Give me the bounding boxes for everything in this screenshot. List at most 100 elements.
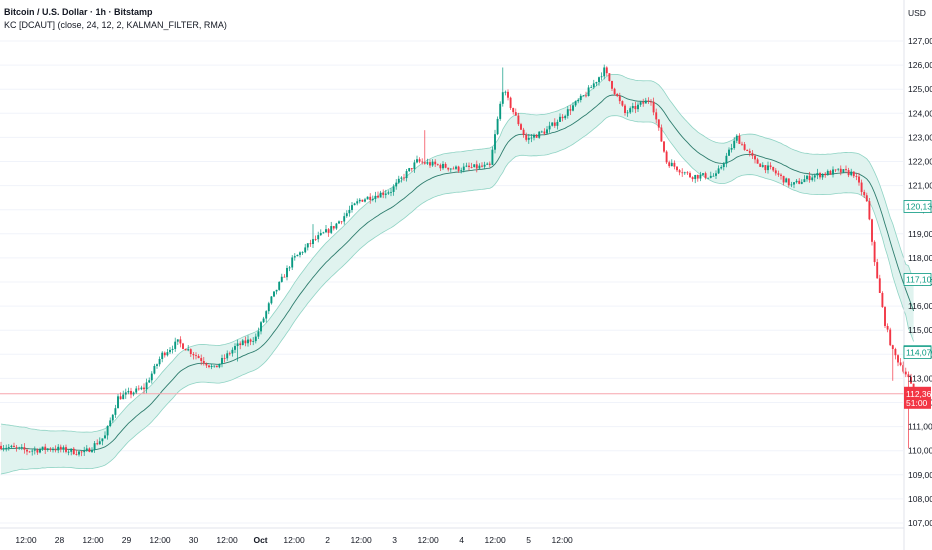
candle [431,159,434,167]
candle [509,96,512,110]
candle [33,446,36,455]
candle [234,343,236,353]
x-tick-label: 12:00 [149,535,171,545]
candle [634,101,637,114]
candle [569,105,572,115]
candle [293,253,296,261]
candle [403,173,405,181]
candle [200,354,203,366]
candle [665,150,668,165]
candle [340,220,343,225]
candle [566,106,569,119]
x-tick-label: 12:00 [350,535,372,545]
candle [538,131,541,139]
candle [327,228,330,237]
candle [590,85,593,89]
candle [507,89,509,101]
candle [59,444,62,453]
candle [226,350,229,361]
candle [106,425,109,440]
candle [449,168,452,173]
candle [608,73,611,82]
candle [621,100,624,107]
kc-value-tag: 114,070 [903,346,932,360]
candle [525,132,528,142]
candle [845,165,847,173]
candle [18,446,21,450]
candle [800,179,803,185]
candle [712,173,715,177]
candle [834,169,837,173]
candle [364,197,366,203]
candle [280,273,283,283]
candle [899,358,902,367]
x-tick-label: 30 [189,535,199,545]
candle [691,176,694,182]
indicator-title[interactable]: KC [DCAUT] (close, 24, 12, 2, KALMAN_FIL… [4,20,227,30]
candle [574,100,577,107]
candle [262,316,265,324]
candle [787,178,790,188]
candle [239,341,242,350]
candle [457,165,460,173]
candle [499,101,502,121]
candle [813,173,816,182]
candle [7,444,10,451]
candle [330,221,333,235]
candle [57,444,60,454]
candle [689,171,691,179]
candle [629,106,632,114]
x-tick-label: 5 [526,535,531,545]
candle [592,79,595,90]
candle [785,177,788,183]
y-tick-label: 109,000 [908,470,932,480]
candle [208,365,210,369]
candle [556,119,559,130]
candle [377,191,379,199]
candle [257,327,260,340]
candle [686,171,689,175]
candle [241,338,244,346]
candle [728,147,730,156]
candle [904,367,907,378]
channel-fill [1,74,914,474]
y-tick-label: 115,000 [908,325,932,335]
candle [520,122,522,131]
time-axis[interactable]: 12:00 28 12:00 29 12:00 30 12:00 Oct 12:00 2 12:00… [0,527,904,545]
candle [673,160,676,170]
price-axis[interactable]: USD 107,000 108,000 109,000 110,000 111,000 11… [903,0,932,550]
candle [595,81,598,87]
candle [345,210,348,218]
y-tick-label: 116,000 [908,301,932,311]
channel-basis-line [0,94,915,451]
candle [491,146,494,166]
candle [436,163,439,166]
y-tick-label: 124,000 [908,108,932,118]
candle [374,191,377,203]
y-tick-label: 108,000 [908,494,932,504]
candle [278,281,281,291]
candle [657,119,660,131]
candle [790,181,793,188]
candle [171,345,174,354]
candle [205,362,208,369]
candle [395,179,398,190]
candle [543,128,546,135]
y-tick-label: 119,000 [908,229,932,239]
candle [314,235,317,242]
candle [819,171,821,180]
candle [140,385,143,391]
candle [774,168,777,176]
candle [31,449,34,456]
y-tick-label: 121,000 [908,181,932,191]
candle [826,169,829,176]
candle [80,450,83,457]
symbol-title[interactable]: Bitcoin / U.S. Dollar · 1h · Bitstamp [4,7,153,17]
x-tick-label: 2 [325,535,330,545]
keltner-channel [0,73,915,475]
x-tick-label: 12:00 [82,535,104,545]
svg-text:120,135: 120,135 [906,201,932,211]
candle [660,124,663,142]
x-tick-label: 12:00 [484,535,506,545]
